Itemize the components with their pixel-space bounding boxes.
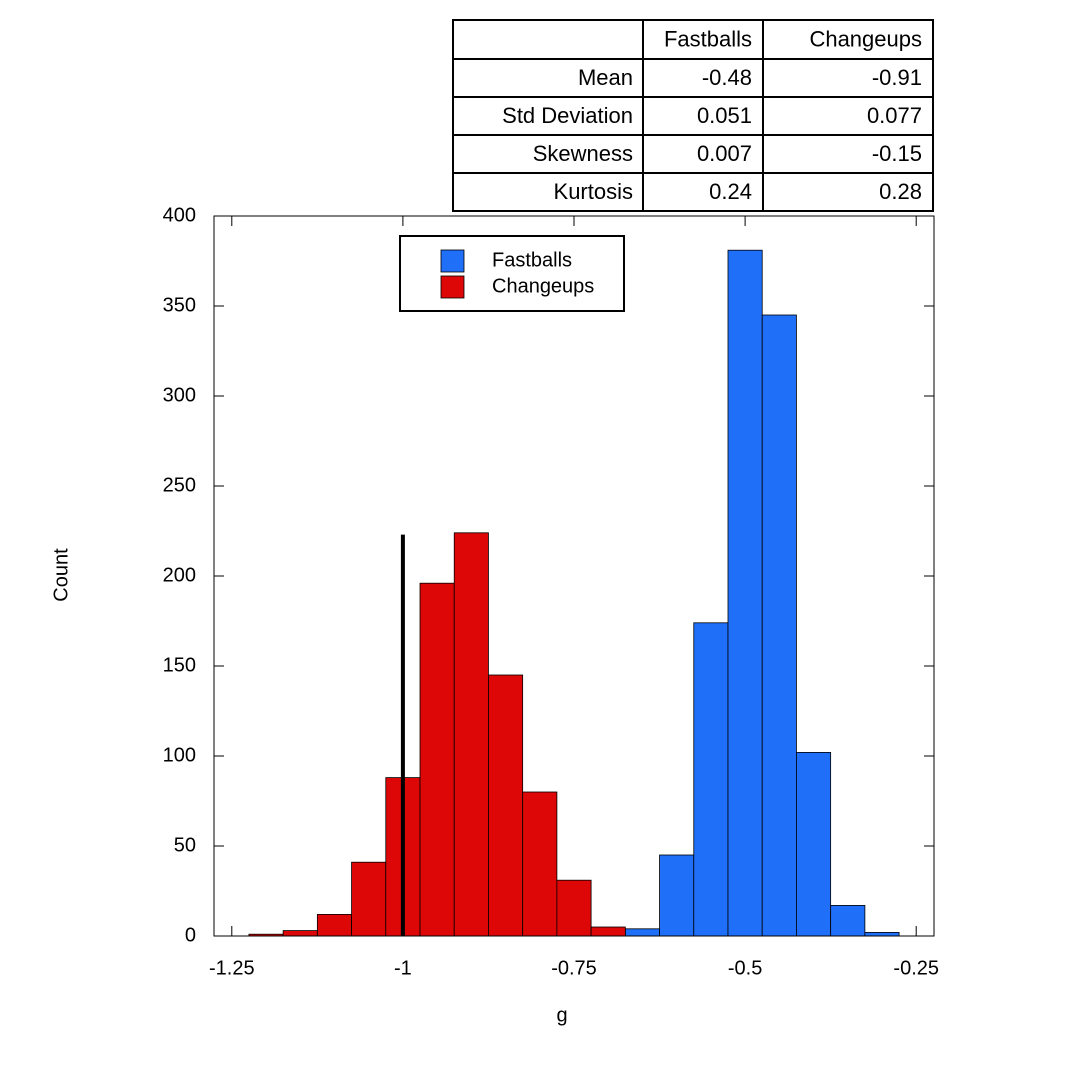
table-cell: -0.91 bbox=[872, 65, 922, 90]
plot-frame bbox=[213, 215, 935, 937]
x-tick-label: -0.5 bbox=[728, 957, 762, 979]
y-tick-label: 400 bbox=[163, 204, 196, 226]
bar bbox=[727, 249, 763, 937]
table-header: Fastballs bbox=[664, 26, 752, 51]
y-tick-label: 150 bbox=[163, 654, 196, 676]
table-cell: 0.051 bbox=[697, 103, 752, 128]
table-cell: 0.28 bbox=[879, 179, 922, 204]
bar bbox=[624, 928, 660, 937]
bar bbox=[830, 905, 866, 937]
bar bbox=[659, 854, 695, 937]
legend-label: Changeups bbox=[492, 275, 594, 297]
x-axis-label: g bbox=[556, 1004, 567, 1026]
y-tick-label: 250 bbox=[163, 474, 196, 496]
bar bbox=[590, 926, 626, 937]
bar bbox=[556, 879, 592, 937]
y-tick-label: 300 bbox=[163, 384, 196, 406]
bar bbox=[351, 861, 387, 937]
table-row-label: Std Deviation bbox=[502, 103, 633, 128]
bar bbox=[796, 752, 832, 937]
bar bbox=[488, 674, 524, 937]
legend-label: Fastballs bbox=[492, 249, 572, 271]
bar bbox=[316, 914, 352, 937]
bar bbox=[693, 622, 729, 937]
table-cell: 0.007 bbox=[697, 141, 752, 166]
y-axis-label: Count bbox=[50, 548, 72, 602]
y-tick-label: 200 bbox=[163, 564, 196, 586]
table-cell: 0.077 bbox=[867, 103, 922, 128]
legend-swatch bbox=[440, 275, 465, 299]
y-tick-label: 0 bbox=[185, 924, 196, 946]
table-row-label: Mean bbox=[578, 65, 633, 90]
y-tick-label: 50 bbox=[174, 834, 196, 856]
table-row-label: Skewness bbox=[533, 141, 633, 166]
table-row-label: Kurtosis bbox=[554, 179, 633, 204]
table-cell: 0.24 bbox=[709, 179, 752, 204]
legend-swatch bbox=[440, 249, 465, 273]
y-tick-label: 100 bbox=[163, 744, 196, 766]
bar bbox=[761, 314, 797, 937]
table-frame bbox=[452, 19, 934, 212]
table-cell: -0.48 bbox=[702, 65, 752, 90]
table-header: Changeups bbox=[809, 26, 922, 51]
bar bbox=[282, 930, 318, 937]
y-tick-label: 350 bbox=[163, 294, 196, 316]
x-tick-label: -1.25 bbox=[209, 957, 255, 979]
bar bbox=[453, 532, 489, 937]
x-tick-label: -1 bbox=[394, 957, 412, 979]
legend-box bbox=[399, 235, 625, 312]
table-cell: -0.15 bbox=[872, 141, 922, 166]
bar bbox=[419, 582, 455, 937]
x-tick-label: -0.25 bbox=[893, 957, 939, 979]
bar bbox=[522, 791, 558, 937]
bar bbox=[864, 932, 900, 937]
x-tick-label: -0.75 bbox=[551, 957, 597, 979]
